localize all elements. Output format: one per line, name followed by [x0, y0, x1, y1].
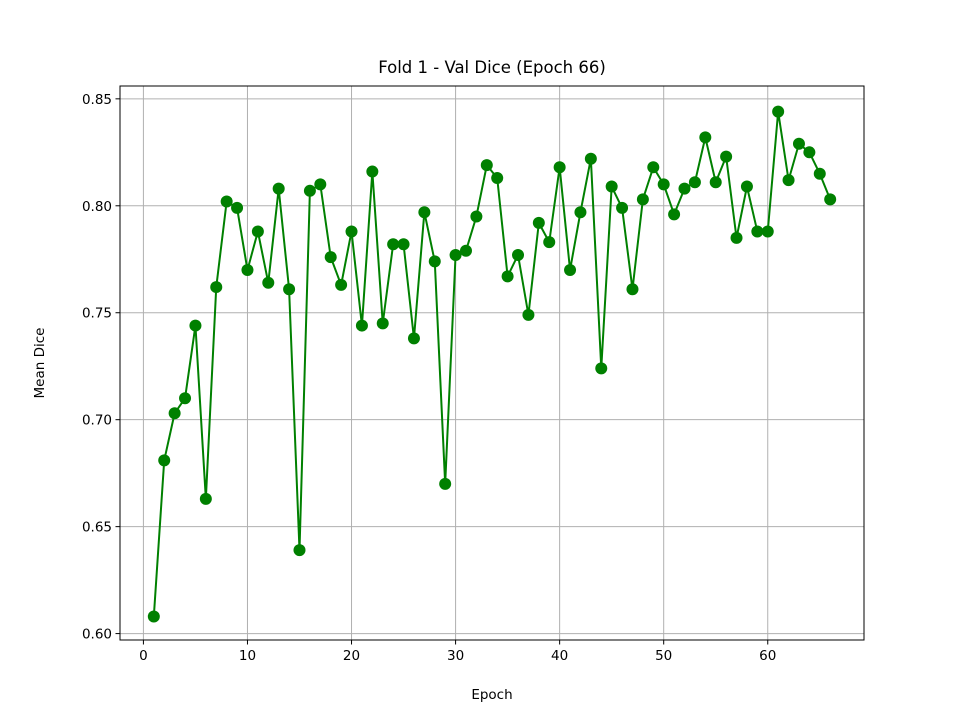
data-point	[241, 263, 254, 276]
data-point	[668, 208, 681, 221]
data-point	[824, 193, 837, 206]
x-axis-label: Epoch	[471, 687, 512, 703]
data-point	[740, 180, 753, 193]
data-point	[335, 278, 348, 291]
x-tick-label: 10	[239, 648, 256, 664]
y-tick-label: 0.75	[82, 306, 112, 322]
x-tick-label: 50	[655, 648, 672, 664]
data-point	[189, 319, 202, 332]
series-layer	[147, 105, 837, 623]
y-tick-label: 0.80	[82, 199, 112, 215]
x-tick-label: 30	[447, 648, 464, 664]
x-tick-label: 20	[343, 648, 360, 664]
data-point	[397, 238, 410, 251]
y-tick-label: 0.60	[82, 627, 112, 643]
data-point	[376, 317, 389, 330]
y-tick-label: 0.85	[82, 92, 112, 108]
data-point	[179, 392, 192, 405]
x-tick-label: 60	[759, 648, 776, 664]
data-point	[730, 231, 743, 244]
data-point	[459, 244, 472, 257]
data-point	[210, 281, 223, 294]
plot-frame	[119, 85, 865, 641]
data-point	[314, 178, 327, 191]
data-point	[491, 171, 504, 184]
data-point	[272, 182, 285, 195]
grid	[120, 86, 864, 640]
data-point	[147, 610, 160, 623]
data-point	[657, 178, 670, 191]
data-point	[428, 255, 441, 268]
data-point	[699, 131, 712, 144]
data-point	[678, 182, 691, 195]
data-point	[262, 276, 275, 289]
data-point	[303, 184, 316, 197]
data-point	[626, 283, 639, 296]
data-point	[324, 251, 337, 264]
data-point	[387, 238, 400, 251]
data-point	[564, 263, 577, 276]
data-point	[501, 270, 514, 283]
y-tick-label: 0.70	[82, 413, 112, 429]
data-point	[407, 332, 420, 345]
data-point	[418, 206, 431, 219]
data-point	[512, 248, 525, 261]
data-point	[688, 176, 701, 189]
data-point	[522, 308, 535, 321]
data-point	[283, 283, 296, 296]
data-point	[636, 193, 649, 206]
data-point	[792, 137, 805, 150]
data-point	[595, 362, 608, 375]
y-axis-label: Mean Dice	[32, 328, 48, 399]
data-point	[168, 407, 181, 420]
data-point	[355, 319, 368, 332]
data-point	[366, 165, 379, 178]
data-point	[616, 201, 629, 214]
data-point	[553, 161, 566, 174]
data-point	[345, 225, 358, 238]
data-point	[782, 174, 795, 187]
data-point	[480, 159, 493, 172]
data-point	[543, 236, 556, 249]
data-point	[709, 176, 722, 189]
data-point	[158, 454, 171, 467]
data-point	[751, 225, 764, 238]
data-point	[439, 477, 452, 490]
data-point	[761, 225, 774, 238]
data-point	[813, 167, 826, 180]
data-point	[532, 216, 545, 229]
data-point	[231, 201, 244, 214]
data-point	[470, 210, 483, 223]
data-point	[449, 248, 462, 261]
x-tick-label: 0	[139, 648, 148, 664]
data-point	[199, 492, 212, 505]
x-tick-label: 40	[551, 648, 568, 664]
data-point	[584, 152, 597, 165]
data-point	[720, 150, 733, 163]
data-point	[647, 161, 660, 174]
ticks: 0 10 20 30 40 50 60 0.60 0.65 0.70 0.75 0.80 0.85	[82, 92, 776, 664]
data-point	[251, 225, 264, 238]
data-point	[605, 180, 618, 193]
data-point	[293, 544, 306, 557]
data-point	[220, 195, 233, 208]
data-point	[574, 206, 587, 219]
y-tick-label: 0.65	[82, 520, 112, 536]
chart-title: Fold 1 - Val Dice (Epoch 66)	[378, 58, 606, 77]
data-point	[803, 146, 816, 159]
data-point	[772, 105, 785, 118]
